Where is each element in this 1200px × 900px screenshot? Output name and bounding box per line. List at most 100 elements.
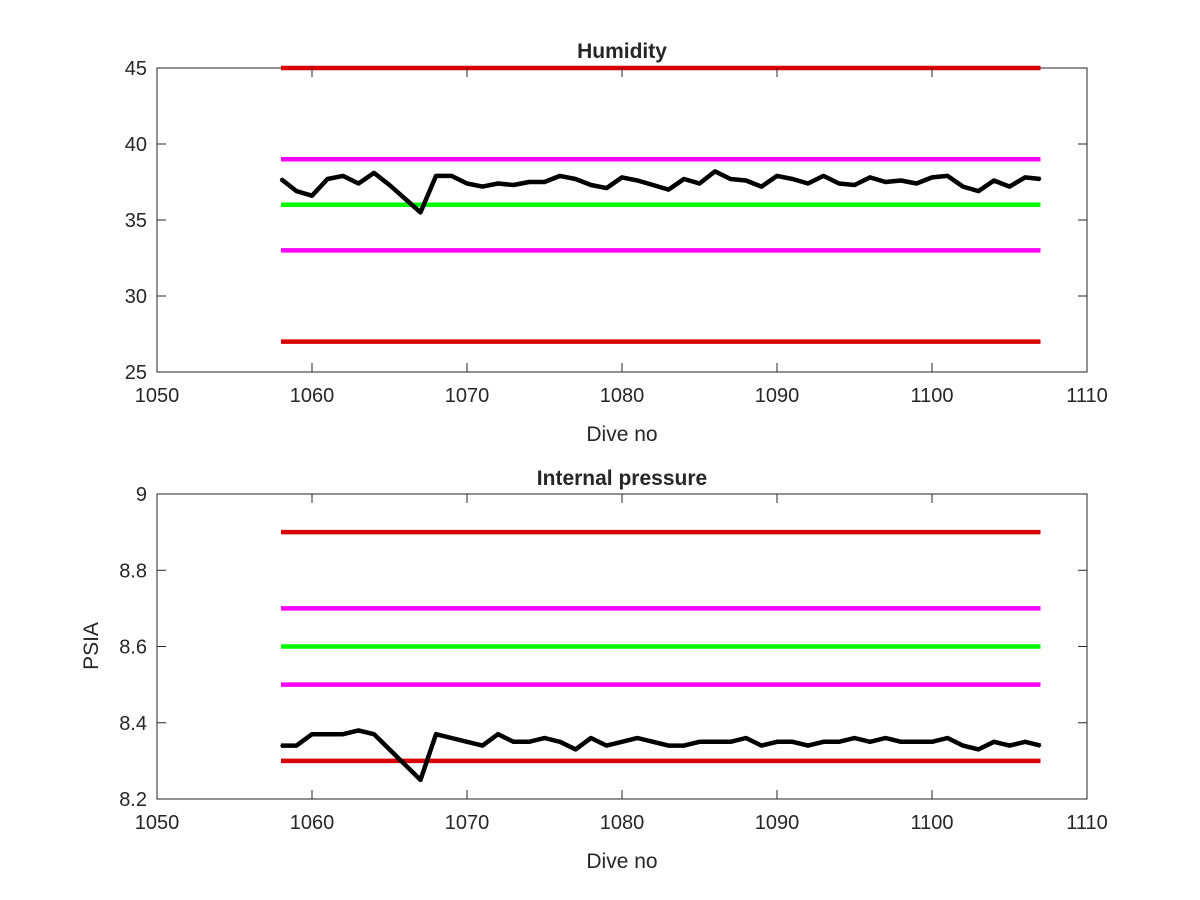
pressure-data-point xyxy=(698,740,701,743)
humidity-data-point xyxy=(435,175,437,177)
humidity-x-tick-label: 1080 xyxy=(600,385,645,407)
humidity-data-point xyxy=(326,178,329,180)
pressure-data-point xyxy=(977,748,980,751)
pressure-data-point xyxy=(574,748,577,751)
pressure-x-tick-label: 1100 xyxy=(910,812,953,834)
humidity-y-tick-label: 40 xyxy=(125,134,147,156)
humidity-data-point xyxy=(543,181,546,183)
humidity-data-point xyxy=(621,176,623,179)
pressure-data-point xyxy=(884,737,887,739)
pressure-data-point xyxy=(497,733,499,736)
pressure-data-point xyxy=(528,740,530,743)
pressure-data-point xyxy=(450,737,453,739)
pressure-data-point xyxy=(590,737,592,739)
humidity-data-point xyxy=(466,182,468,185)
pressure-data-point xyxy=(419,779,422,781)
humidity-x-tick-label: 1110 xyxy=(1066,385,1108,407)
humidity-data-point xyxy=(481,185,484,188)
humidity-data-point xyxy=(419,211,422,214)
pressure-data-point xyxy=(373,733,375,736)
humidity-data-point xyxy=(388,184,391,186)
pressure-x-tick-label: 1110 xyxy=(1066,812,1108,834)
pressure-data-point xyxy=(869,740,871,743)
humidity-data-point xyxy=(280,178,282,180)
humidity-data-point xyxy=(884,181,887,183)
humidity-data-point xyxy=(528,181,530,183)
pressure-y-tick-label: 8.2 xyxy=(119,789,147,811)
humidity-data-point xyxy=(450,175,453,177)
pressure-data-point xyxy=(652,740,654,743)
humidity-data-point xyxy=(512,184,515,186)
pressure-data-point xyxy=(791,740,794,743)
humidity-data-point xyxy=(559,175,561,177)
pressure-data-point xyxy=(838,740,840,743)
pressure-data-point xyxy=(404,763,406,766)
pressure-data-point xyxy=(311,733,313,736)
humidity-title: Humidity xyxy=(577,40,667,63)
humidity-data-point xyxy=(590,184,592,186)
humidity-data-point xyxy=(931,176,933,179)
pressure-data-point xyxy=(357,729,360,732)
humidity-data-point xyxy=(404,197,406,200)
humidity-panel: Humidity Dive no 1050 1060 1070 1080 1090 110… xyxy=(125,40,1108,446)
humidity-data-point xyxy=(776,175,778,177)
humidity-data-point xyxy=(652,184,654,186)
pressure-data-point xyxy=(683,744,685,747)
humidity-data-point xyxy=(698,182,701,185)
pressure-data-point xyxy=(295,744,298,747)
pressure-plot-area xyxy=(280,529,1042,783)
humidity-x-tick-label: 1050 xyxy=(135,385,180,407)
pressure-data-point xyxy=(900,740,902,743)
pressure-x-tick-label: 1080 xyxy=(600,812,645,834)
pressure-x-tick-label: 1050 xyxy=(135,812,180,834)
pressure-data-point xyxy=(388,748,391,751)
pressure-data-point xyxy=(915,740,918,743)
humidity-data-point xyxy=(683,178,685,180)
pressure-y-tick-label: 9 xyxy=(136,484,147,506)
humidity-data-point xyxy=(760,185,763,188)
pressure-y-tick-label: 8.8 xyxy=(119,560,147,582)
humidity-data-point xyxy=(342,175,344,177)
humidity-axes-box xyxy=(156,67,1088,373)
pressure-data-point xyxy=(822,740,825,743)
humidity-x-tick-label: 1060 xyxy=(290,385,335,407)
pressure-data-point xyxy=(543,737,546,739)
humidity-data-point xyxy=(295,190,298,193)
humidity-x-tick-label: 1070 xyxy=(445,385,490,407)
humidity-data-point xyxy=(807,182,809,185)
pressure-data-point xyxy=(435,733,437,736)
pressure-data-point xyxy=(512,740,515,743)
humidity-plot-area xyxy=(279,65,1042,344)
pressure-x-tick-label: 1060 xyxy=(290,812,335,834)
pressure-data-point xyxy=(466,740,468,743)
humidity-series-line xyxy=(279,169,1041,215)
humidity-data-point xyxy=(915,182,918,185)
pressure-panel: Internal pressure Dive no PSIA 1050 1060 1… xyxy=(80,467,1108,873)
pressure-series-line xyxy=(281,728,1042,783)
pressure-data-point xyxy=(931,740,933,743)
pressure-data-point xyxy=(326,733,329,736)
pressure-data-point xyxy=(776,740,778,743)
humidity-y-tick-label: 45 xyxy=(125,58,147,80)
humidity-data-point xyxy=(373,171,375,174)
humidity-y-tick-label: 30 xyxy=(125,286,147,308)
humidity-data-point xyxy=(993,179,995,182)
humidity-data-point xyxy=(869,176,871,179)
pressure-data-point xyxy=(342,733,344,736)
pressure-data-point xyxy=(481,744,484,747)
humidity-data-point xyxy=(729,178,732,180)
humidity-data-point xyxy=(853,184,856,186)
pressure-title: Internal pressure xyxy=(537,467,707,490)
pressure-data-point xyxy=(1008,744,1011,747)
humidity-data-point xyxy=(977,190,980,193)
pressure-data-point xyxy=(946,737,949,739)
pressure-data-point xyxy=(745,737,747,739)
pressure-data-point xyxy=(1024,740,1026,743)
humidity-data-point xyxy=(1008,185,1011,188)
humidity-data-point xyxy=(357,182,360,185)
pressure-y-tick-label: 8.4 xyxy=(119,713,147,735)
humidity-data-point xyxy=(745,179,747,182)
pressure-data-point xyxy=(280,744,282,747)
pressure-y-tick-label: 8.6 xyxy=(119,637,147,659)
